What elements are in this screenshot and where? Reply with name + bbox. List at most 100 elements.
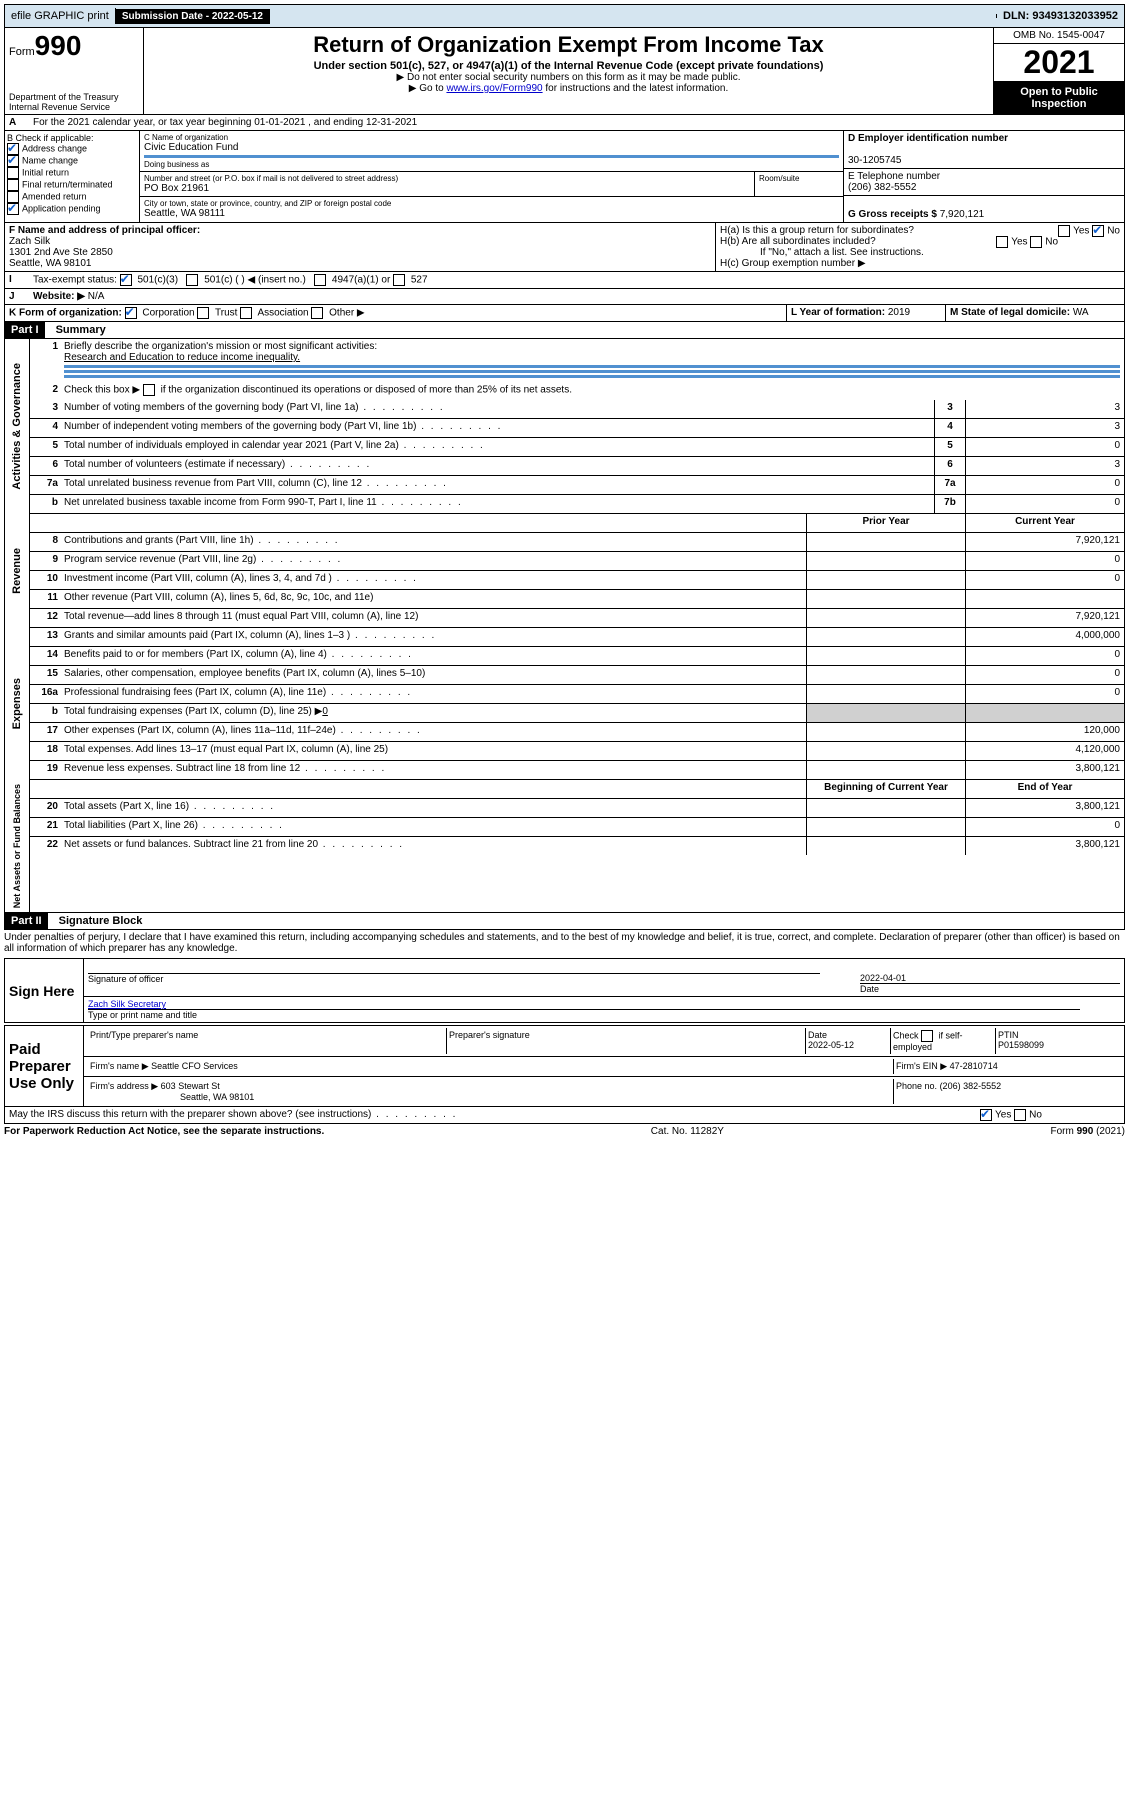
officer-addr2: Seattle, WA 98101 — [9, 258, 91, 269]
check-label: Application pending — [22, 203, 101, 213]
addr-cell: Number and street (or P.O. box if mail i… — [140, 172, 755, 196]
line-desc: Number of independent voting members of … — [60, 419, 934, 437]
check-label: Amended return — [22, 191, 87, 201]
expenses-section: Expenses 13 Grants and similar amounts p… — [4, 628, 1125, 780]
mission-label: Briefly describe the organization's miss… — [64, 341, 377, 352]
efile-label[interactable]: efile GRAPHIC print — [5, 8, 116, 24]
cat-no: Cat. No. 11282Y — [651, 1126, 724, 1137]
checkbox-icon[interactable] — [120, 274, 132, 286]
org-name: Civic Education Fund — [144, 142, 839, 153]
check-final-return[interactable]: Final return/terminated — [7, 179, 137, 191]
line-num: 12 — [30, 609, 60, 627]
officer-label: F Name and address of principal officer: — [9, 225, 200, 236]
block-d: D Employer identification number 30-1205… — [843, 131, 1124, 222]
check-amended-return[interactable]: Amended return — [7, 191, 137, 203]
checkbox-icon[interactable] — [314, 274, 326, 286]
checkbox-icon[interactable] — [197, 307, 209, 319]
checkbox-icon[interactable] — [996, 236, 1008, 248]
line-num: 11 — [30, 590, 60, 608]
checkbox-icon[interactable] — [1030, 236, 1042, 248]
governance-tab: Activities & Governance — [5, 339, 30, 514]
check-address-change[interactable]: Address change — [7, 143, 137, 155]
line-desc: Total liabilities (Part X, line 26) — [60, 818, 806, 836]
phone-cell: E Telephone number (206) 382-5552 — [844, 169, 1124, 196]
prior-val — [806, 628, 965, 646]
line-val: 3 — [965, 457, 1124, 475]
line-2-desc: Check this box ▶ if the organization dis… — [60, 382, 1124, 400]
dept-treasury: Department of the Treasury Internal Reve… — [9, 92, 139, 112]
checkbox-icon[interactable] — [1014, 1109, 1026, 1121]
org-name-cell: C Name of organization Civic Education F… — [140, 131, 843, 171]
checkbox-icon[interactable] — [921, 1030, 933, 1042]
form-prefix: Form — [9, 46, 35, 58]
revenue-section: Revenue Prior Year Current Year 8 Contri… — [4, 514, 1125, 628]
trust-label: Trust — [215, 308, 237, 319]
part-title: Summary — [48, 324, 106, 336]
check-initial-return[interactable]: Initial return — [7, 167, 137, 179]
line-num: 3 — [30, 400, 60, 418]
line-desc: Revenue less expenses. Subtract line 18 … — [60, 761, 806, 779]
vtab-label: Net Assets or Fund Balances — [10, 780, 24, 912]
ein-cell: D Employer identification number 30-1205… — [844, 131, 1124, 169]
line-num: 10 — [30, 571, 60, 589]
checkbox-icon[interactable] — [393, 274, 405, 286]
yes-label: Yes — [995, 1110, 1011, 1121]
line-desc: Total fundraising expenses (Part IX, col… — [60, 704, 806, 722]
line-val: 0 — [965, 818, 1124, 836]
line-desc: Total assets (Part X, line 16) — [60, 799, 806, 817]
checkbox-icon[interactable] — [1058, 225, 1070, 237]
checkbox-icon[interactable] — [240, 307, 252, 319]
line-desc: Contributions and grants (Part VIII, lin… — [60, 533, 806, 551]
line-desc: Grants and similar amounts paid (Part IX… — [60, 628, 806, 646]
checkbox-icon[interactable] — [1092, 225, 1104, 237]
checkbox-icon[interactable] — [980, 1109, 992, 1121]
submission-date[interactable]: Submission Date - 2022-05-12 — [116, 9, 270, 24]
ha-label: H(a) Is this a group return for subordin… — [720, 225, 914, 236]
16b-val: 0 — [322, 706, 328, 717]
line-num: 21 — [30, 818, 60, 836]
line-num — [30, 514, 60, 532]
date-label: Date — [808, 1030, 827, 1040]
vtab-label: Revenue — [9, 544, 25, 598]
formation-year: 2019 — [888, 307, 910, 318]
line-box: 3 — [934, 400, 965, 418]
block-c: C Name of organization Civic Education F… — [140, 131, 843, 222]
line-val: 0 — [965, 438, 1124, 456]
line-desc: Number of voting members of the governin… — [60, 400, 934, 418]
line-box: 6 — [934, 457, 965, 475]
prior-val — [806, 685, 965, 703]
line-num: 13 — [30, 628, 60, 646]
current-year-label: Current Year — [965, 514, 1124, 532]
prep-ptin: PTIN P01598099 — [996, 1028, 1120, 1054]
line-13: 13 Grants and similar amounts paid (Part… — [30, 628, 1124, 647]
check-application-pending[interactable]: Application pending — [7, 203, 137, 215]
checkbox-icon[interactable] — [186, 274, 198, 286]
subtitle-2: ▶ Do not enter social security numbers o… — [148, 72, 989, 83]
line-num: 4 — [30, 419, 60, 437]
officer-name-link[interactable]: Zach Silk Secretary — [88, 999, 166, 1009]
line-num: 15 — [30, 666, 60, 684]
phone-label: E Telephone number — [848, 171, 940, 182]
line-22: 22 Net assets or fund balances. Subtract… — [30, 837, 1124, 855]
line-val: 0 — [965, 552, 1124, 570]
prior-val — [806, 761, 965, 779]
527-label: 527 — [411, 275, 428, 286]
yes-label: Yes — [1011, 237, 1027, 248]
checkbox-icon[interactable] — [143, 384, 155, 396]
prior-val — [806, 818, 965, 836]
line-desc: Net assets or fund balances. Subtract li… — [60, 837, 806, 855]
checkbox-icon[interactable] — [311, 307, 323, 319]
omb-number: OMB No. 1545-0047 — [994, 28, 1124, 44]
irs-link[interactable]: www.irs.gov/Form990 — [446, 83, 542, 94]
sign-here-label: Sign Here — [5, 959, 84, 1022]
prior-val — [806, 704, 965, 722]
checkbox-icon — [7, 167, 19, 179]
line-desc: Total number of individuals employed in … — [60, 438, 934, 456]
hb-label: H(b) Are all subordinates included? — [720, 236, 876, 247]
checkbox-icon[interactable] — [125, 307, 137, 319]
footer: For Paperwork Reduction Act Notice, see … — [4, 1124, 1125, 1139]
line-num: 8 — [30, 533, 60, 551]
check-name-change[interactable]: Name change — [7, 155, 137, 167]
prep-row-3: Firm's address ▶ 603 Stewart St Seattle,… — [84, 1077, 1124, 1106]
phone-value: (206) 382-5552 — [848, 182, 916, 193]
